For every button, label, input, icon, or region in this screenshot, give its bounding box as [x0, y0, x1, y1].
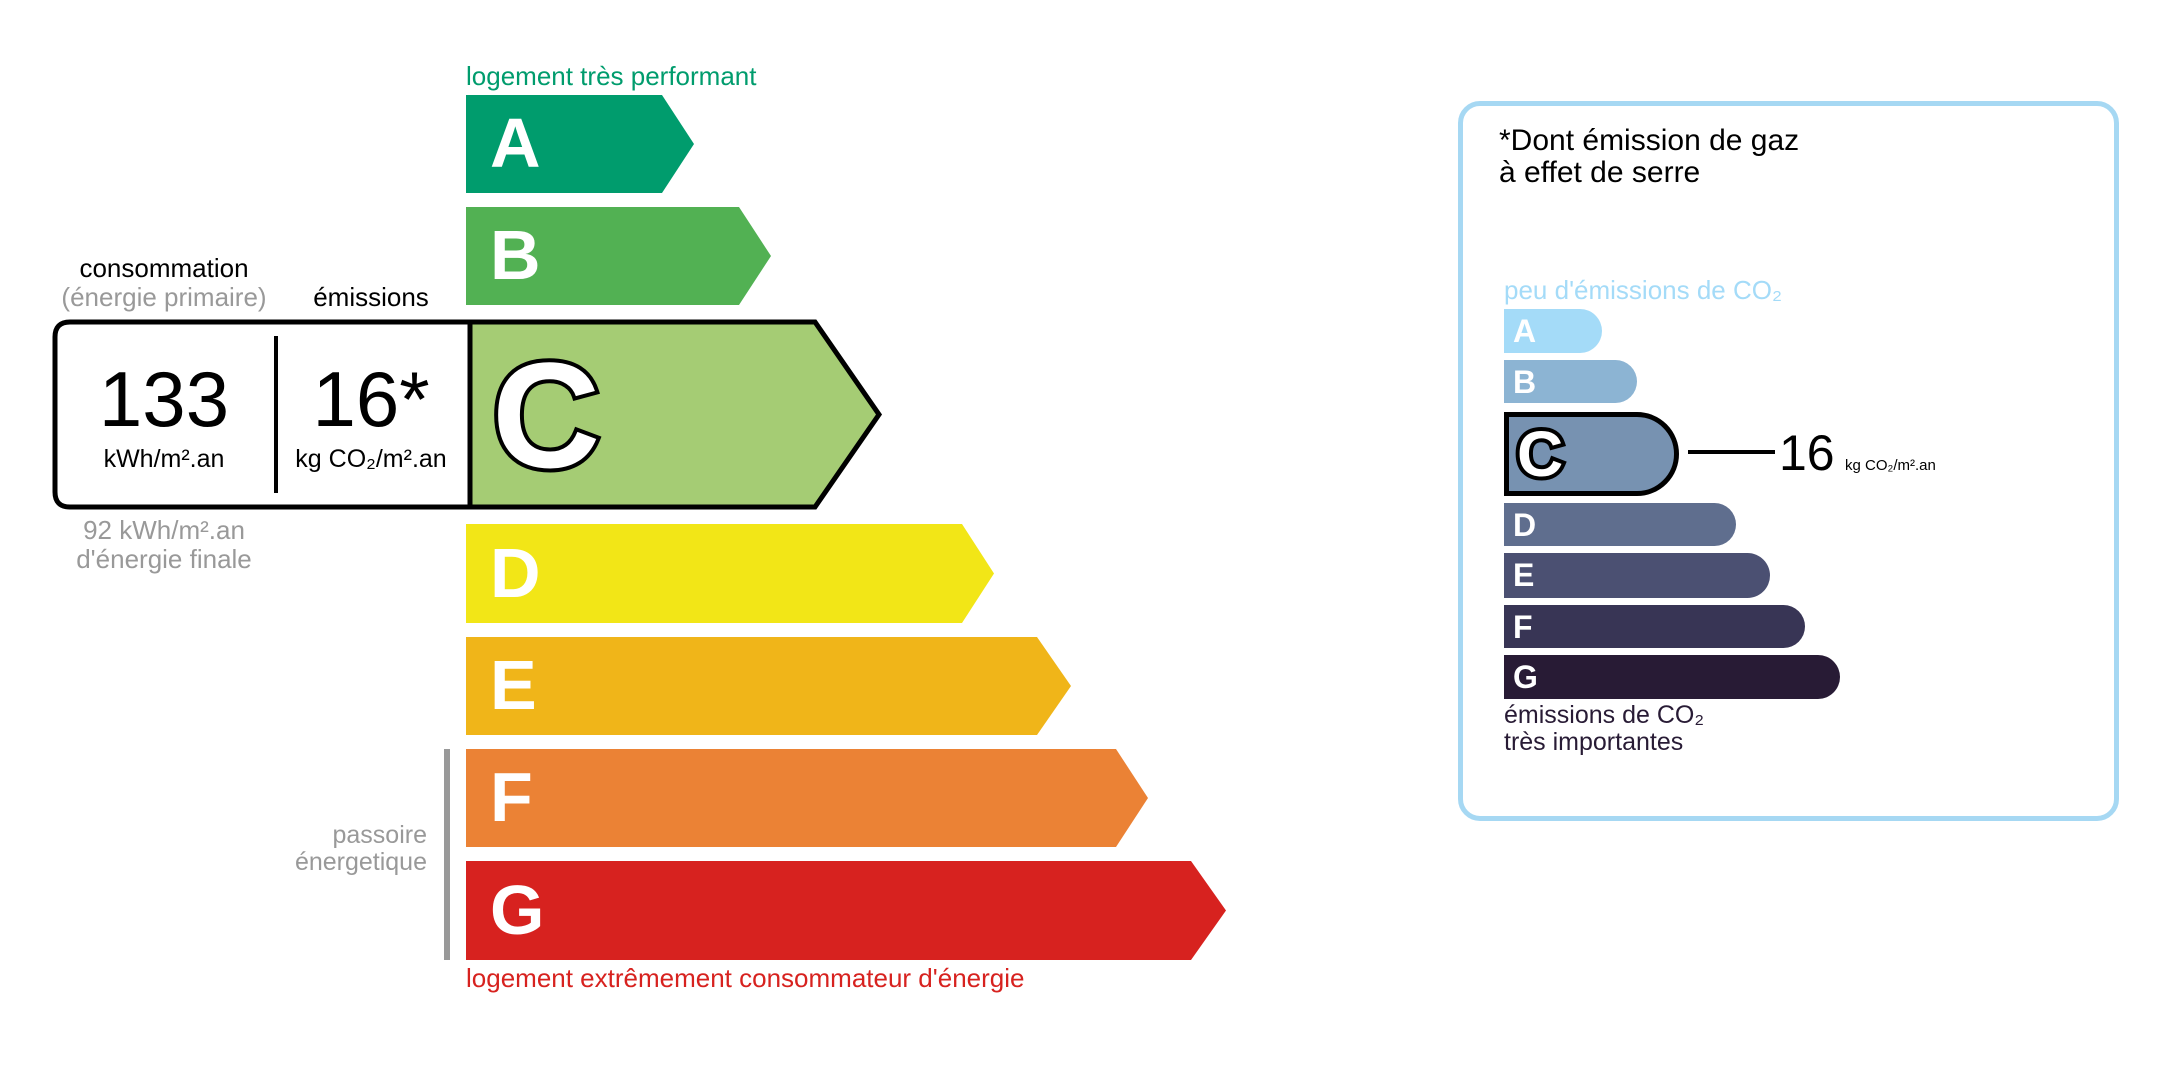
energy-class-letter-e: E [490, 646, 537, 724]
ges-title-line1: *Dont émission de gaz [1499, 124, 1800, 157]
ges-box [1458, 101, 2119, 821]
energy-class-bar-f [466, 749, 1148, 847]
consumption-value: 133 [98, 355, 230, 443]
energy-class-letter-g: G [490, 870, 545, 949]
ges-class-bar-c: C [1504, 412, 1679, 496]
consumption-subheader: (énergie primaire) [61, 282, 267, 312]
ges-class-bar-a: A [1504, 309, 1602, 353]
value-box [52, 319, 473, 510]
ges-bottom-label-1: émissions de CO₂ [1504, 701, 1705, 729]
emissions-value: 16* [312, 355, 430, 443]
consumption-unit: kWh/m².an [103, 445, 225, 473]
energy-class-letter-c: C [488, 330, 604, 499]
ges-class-bar-b: B [1504, 360, 1637, 403]
energy-class-bar-a [466, 95, 694, 193]
ges-value: 16 [1779, 425, 1835, 481]
ges-class-letter-f: F [1513, 609, 1533, 645]
ges-pointer-line [1688, 450, 1775, 454]
ges-class-letter-e: E [1513, 557, 1535, 593]
energy-class-bar-b [466, 207, 771, 305]
ges-title-line2: à effet de serre [1499, 156, 1701, 189]
ges-class-letter-b: B [1513, 364, 1537, 400]
energy-class-bar-c [467, 319, 883, 510]
top-label: logement très performant [466, 61, 757, 91]
ges-class-bar-d: D [1504, 503, 1736, 546]
ges-class-letter-c: C [1513, 418, 1567, 490]
passoire-label-2: énergetique [294, 848, 427, 876]
energy-bars [52, 95, 1226, 960]
energy-class-bar-d [466, 524, 994, 623]
ges-top-label: peu d'émissions de CO₂ [1504, 275, 1783, 305]
ges-class-letter-a: A [1513, 313, 1537, 349]
energy-class-letter-b: B [490, 216, 541, 294]
consumption-header: consommation [79, 253, 249, 283]
final-energy-label: d'énergie finale [76, 544, 252, 574]
energy-class-bar-e [466, 637, 1071, 735]
ges-class-bar-f: F [1504, 605, 1805, 648]
passoire-bar [444, 749, 450, 960]
energy-class-letter-a: A [490, 104, 541, 182]
energy-class-letter-d: D [490, 533, 541, 612]
emissions-header: émissions [313, 282, 429, 312]
ges-class-bar-e: E [1504, 553, 1770, 598]
ges-unit: kg CO₂/m².an [1845, 457, 1936, 474]
final-energy-value: 92 kWh/m².an [83, 515, 245, 545]
emissions-unit: kg CO₂/m².an [295, 445, 447, 473]
energy-class-letter-f: F [490, 758, 533, 836]
bottom-label: logement extrêmement consommateur d'éner… [466, 963, 1025, 993]
energy-class-bar-g [466, 861, 1226, 960]
ges-bottom-label-2: très importantes [1504, 728, 1684, 756]
ges-class-letter-d: D [1513, 507, 1537, 543]
ges-class-bar-g: G [1504, 655, 1840, 699]
passoire-label-1: passoire [332, 821, 428, 849]
ges-class-letter-g: G [1513, 659, 1538, 695]
